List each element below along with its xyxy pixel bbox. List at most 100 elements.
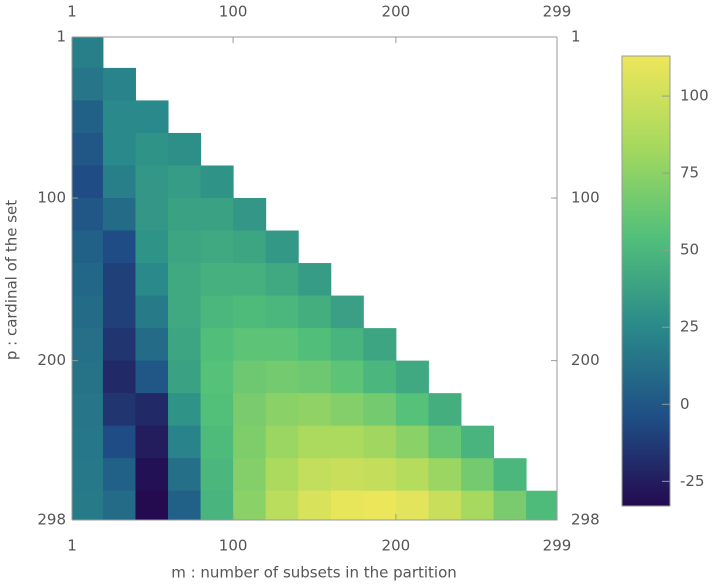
heatmap-cell <box>233 263 267 297</box>
x-tick-label: 299 <box>543 537 572 555</box>
heatmap-cell <box>298 295 332 329</box>
heatmap-cell <box>135 100 169 134</box>
x-tick-label: 100 <box>219 537 248 555</box>
y-axis-label: p : cardinal of the set <box>3 200 21 360</box>
heatmap-cell <box>265 295 299 329</box>
y-tick-label: 100 <box>571 189 600 207</box>
heatmap-cell <box>395 360 429 394</box>
heatmap-cell <box>72 230 104 264</box>
heatmap-cell <box>135 328 169 362</box>
heatmap-cell <box>428 393 462 427</box>
heatmap-cell <box>330 393 364 427</box>
heatmap-cell <box>200 393 234 427</box>
heatmap-cell <box>428 458 462 492</box>
heatmap-cell <box>135 393 169 427</box>
heatmap-cell <box>72 360 104 394</box>
heatmap-cell <box>265 360 299 394</box>
heatmap-cell <box>265 230 299 264</box>
colorbar-tick-label: -25 <box>680 472 705 490</box>
heatmap-cell <box>135 295 169 329</box>
heatmap-cell <box>265 490 299 521</box>
heatmap-cell <box>298 490 332 521</box>
heatmap-cell <box>168 263 202 297</box>
heatmap-cell <box>102 458 136 492</box>
x-tick-label: 100 <box>219 3 248 21</box>
x-tick-label: 1 <box>67 537 77 555</box>
x-tick-label: 1 <box>67 3 77 21</box>
heatmap-cell <box>168 198 202 232</box>
heatmap-cell <box>72 263 104 297</box>
heatmap-cell <box>102 132 136 166</box>
heatmap-cell <box>363 425 397 459</box>
heatmap-cell <box>200 295 234 329</box>
heatmap-cell <box>298 458 332 492</box>
y-tick-label: 298 <box>37 511 66 529</box>
heatmap-cell <box>200 425 234 459</box>
heatmap-cell <box>460 425 495 459</box>
colorbar-tick-label: 25 <box>680 318 699 336</box>
heatmap-cell <box>72 132 104 166</box>
heatmap-cell <box>168 490 202 521</box>
heatmap-cell <box>330 425 364 459</box>
heatmap-cell <box>168 393 202 427</box>
colorbar <box>621 55 671 507</box>
heatmap-cell <box>233 295 267 329</box>
x-tick-label: 299 <box>543 3 572 21</box>
heatmap-cell <box>200 458 234 492</box>
heatmap-cell <box>298 360 332 394</box>
heatmap-cell <box>102 100 136 134</box>
heatmap-cell <box>102 393 136 427</box>
heatmap-cell <box>102 295 136 329</box>
colorbar-tick-label: 0 <box>680 395 690 413</box>
heatmap-cell <box>265 393 299 427</box>
heatmap-cell <box>102 490 136 521</box>
heatmap-cell <box>72 295 104 329</box>
heatmap-cell <box>298 425 332 459</box>
heatmap-cell <box>428 425 462 459</box>
x-tick-label: 200 <box>382 3 411 21</box>
heatmap-cell <box>265 263 299 297</box>
heatmap-cell <box>102 425 136 459</box>
heatmap-cell <box>233 458 267 492</box>
heatmap-cell <box>135 490 169 521</box>
heatmap-cell <box>493 490 527 521</box>
heatmap-cell <box>135 458 169 492</box>
heatmap-cell <box>168 360 202 394</box>
heatmap-cell <box>395 458 429 492</box>
heatmap-cell <box>168 295 202 329</box>
colorbar-tick-label: 100 <box>680 87 709 105</box>
heatmap-cell <box>233 490 267 521</box>
heatmap-cell <box>298 328 332 362</box>
colorbar-tick-label: 50 <box>680 241 699 259</box>
heatmap <box>72 37 558 521</box>
heatmap-cell <box>363 328 397 362</box>
heatmap-cell <box>395 425 429 459</box>
heatmap-cell <box>298 393 332 427</box>
heatmap-cell <box>168 230 202 264</box>
heatmap-cell <box>168 458 202 492</box>
heatmap-cell <box>395 393 429 427</box>
heatmap-cell <box>72 328 104 362</box>
heatmap-cell <box>526 490 558 521</box>
x-axis-label: m : number of subsets in the partition <box>171 564 457 582</box>
x-tick-label: 200 <box>382 537 411 555</box>
heatmap-cell <box>200 165 234 199</box>
heatmap-cell <box>102 263 136 297</box>
heatmap-cell <box>233 230 267 264</box>
heatmap-cell <box>265 328 299 362</box>
y-tick-label: 100 <box>37 189 66 207</box>
colorbar-tick-label: 75 <box>680 164 699 182</box>
heatmap-cell <box>363 360 397 394</box>
heatmap-cell <box>102 328 136 362</box>
heatmap-cell <box>330 360 364 394</box>
heatmap-cell <box>168 425 202 459</box>
heatmap-cell <box>72 393 104 427</box>
heatmap-cell <box>168 132 202 166</box>
heatmap-cell <box>363 490 397 521</box>
heatmap-cell <box>330 458 364 492</box>
heatmap-cell <box>330 295 364 329</box>
heatmap-cell <box>72 165 104 199</box>
heatmap-cell <box>363 458 397 492</box>
heatmap-cell <box>135 263 169 297</box>
